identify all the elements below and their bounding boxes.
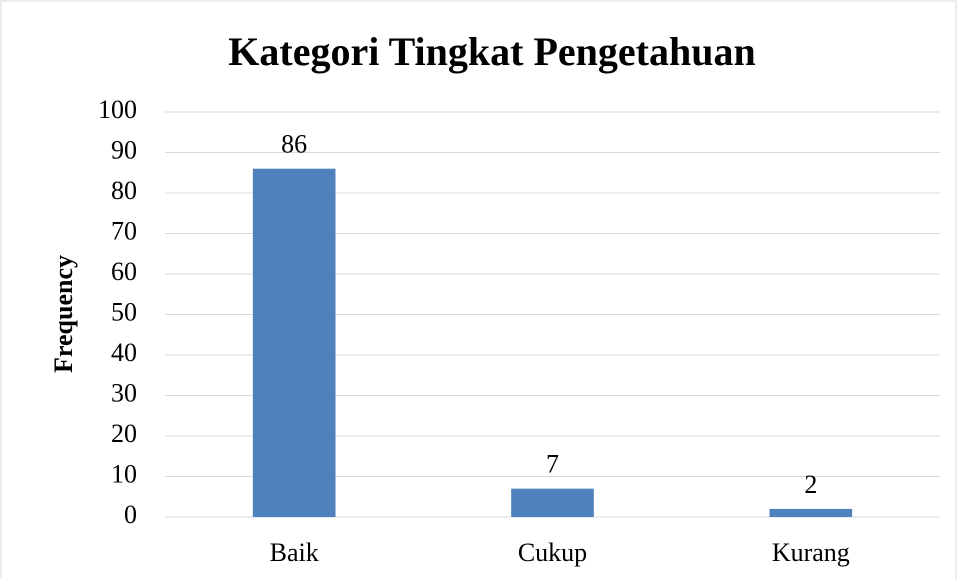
y-tick-label: 10 bbox=[111, 459, 137, 488]
x-tick-label: Cukup bbox=[518, 538, 587, 567]
data-label: 2 bbox=[804, 470, 817, 499]
bar bbox=[769, 508, 853, 517]
bar bbox=[511, 488, 594, 517]
y-tick-label: 0 bbox=[124, 500, 137, 529]
y-axis-label: Frequency bbox=[49, 255, 78, 373]
x-tick-label: Kurang bbox=[772, 538, 850, 567]
data-label: 7 bbox=[546, 450, 559, 479]
y-tick-label: 100 bbox=[98, 95, 137, 124]
y-tick-label: 20 bbox=[111, 419, 137, 448]
y-tick-label: 60 bbox=[111, 257, 137, 286]
bar bbox=[252, 168, 336, 517]
y-tick-label: 70 bbox=[111, 216, 137, 245]
chart-title: Kategori Tingkat Pengetahuan bbox=[228, 29, 755, 74]
y-tick-label: 40 bbox=[111, 338, 137, 367]
y-tick-label: 80 bbox=[111, 176, 137, 205]
y-tick-label: 50 bbox=[111, 297, 137, 326]
x-tick-label: Baik bbox=[270, 538, 319, 567]
y-tick-label: 30 bbox=[111, 378, 137, 407]
data-label: 86 bbox=[281, 130, 307, 159]
y-tick-label: 90 bbox=[111, 135, 137, 164]
